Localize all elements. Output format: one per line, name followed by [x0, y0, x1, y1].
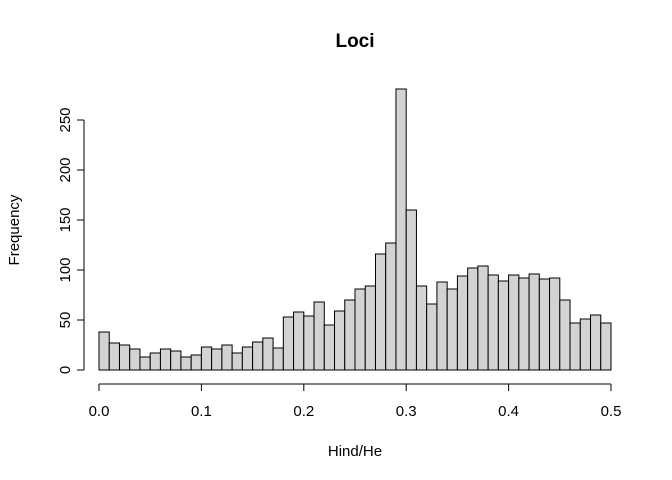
- x-axis-label: Hind/He: [328, 443, 382, 460]
- y-axis-label: Frequency: [6, 194, 23, 265]
- histogram-bar: [334, 310, 346, 371]
- histogram-bar: [211, 348, 223, 371]
- histogram-bar: [528, 273, 540, 371]
- histogram-bar: [467, 267, 479, 371]
- x-tick-label: 0.0: [89, 403, 110, 420]
- y-tick-label: 50: [57, 312, 74, 329]
- histogram-bar: [354, 288, 366, 371]
- histogram-bar: [385, 242, 397, 371]
- histogram-bar: [200, 346, 213, 371]
- bars-group: [98, 88, 612, 371]
- chart-title: Loci: [335, 31, 374, 52]
- histogram-bar: [149, 352, 161, 371]
- histogram-bar: [108, 342, 120, 371]
- x-tick-label: 0.2: [293, 403, 314, 420]
- histogram-bar: [118, 344, 131, 371]
- histogram-bar: [241, 346, 254, 371]
- y-tick-label: 100: [57, 257, 74, 282]
- x-tick-label: 0.5: [601, 403, 622, 420]
- x-tick-label: 0.3: [396, 403, 417, 420]
- histogram-bar: [497, 280, 510, 371]
- histogram-bar: [180, 356, 192, 371]
- x-tick-label: 0.1: [191, 403, 212, 420]
- histogram-bar: [446, 288, 458, 371]
- histogram-bar: [559, 299, 571, 371]
- histogram-bar: [405, 209, 417, 371]
- histogram-bar: [600, 322, 612, 371]
- histogram-bar: [569, 322, 581, 371]
- histogram-bar: [456, 275, 469, 371]
- histogram-bar: [272, 347, 284, 371]
- y-tick-label: 200: [57, 157, 74, 182]
- histogram-bar: [231, 352, 243, 371]
- histogram-bar: [374, 253, 387, 371]
- histogram-bar: [170, 350, 182, 371]
- histogram-bar: [395, 88, 407, 371]
- histogram-bar: [415, 285, 428, 371]
- histogram-bar: [98, 331, 110, 371]
- y-tick-label: 150: [57, 207, 74, 232]
- histogram-bar: [190, 354, 202, 371]
- histogram-bar: [323, 324, 336, 371]
- histogram-bar: [252, 341, 264, 371]
- histogram-bar: [262, 337, 274, 371]
- histogram-bar: [129, 348, 141, 371]
- histogram-bar: [508, 274, 520, 371]
- histogram-bar: [282, 316, 295, 371]
- histogram-bar: [518, 277, 530, 371]
- histogram-bar: [436, 281, 448, 371]
- histogram-bar: [364, 285, 376, 371]
- histogram-bar: [487, 274, 499, 371]
- y-tick-label: 250: [57, 107, 74, 132]
- histogram-bar: [426, 303, 438, 371]
- histogram-bar: [538, 278, 551, 371]
- histogram-bar: [579, 318, 592, 371]
- histogram-bar: [303, 315, 315, 371]
- y-tick-label: 0: [57, 366, 74, 374]
- histogram-bar: [221, 344, 233, 371]
- histogram-bar: [313, 301, 325, 371]
- histogram-bar: [344, 299, 356, 371]
- histogram-bar: [293, 311, 305, 371]
- histogram-bar: [139, 356, 151, 371]
- histogram-bar: [590, 314, 602, 371]
- y-axis: 0 50 100 150 200 250: [57, 107, 85, 374]
- x-axis: 0.0 0.1 0.2 0.3 0.4 0.5: [89, 383, 622, 420]
- histogram-bar: [477, 265, 489, 371]
- histogram-bar: [549, 277, 561, 371]
- x-tick-label: 0.4: [498, 403, 519, 420]
- histogram-bar: [159, 348, 172, 371]
